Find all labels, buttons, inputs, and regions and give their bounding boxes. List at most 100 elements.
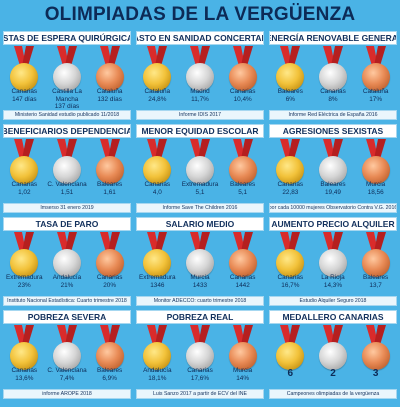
medal-label: Baleares 1,61 [85,181,135,196]
ribbon-icon [147,232,168,252]
ribbon-icon [14,325,35,345]
ribbon-icon [99,232,120,252]
bronze-medal: Cataluña 17% [357,45,395,107]
gold-medal: Baleares 6% [271,45,309,107]
ribbon-icon [14,232,35,252]
ribbon-icon [189,325,210,345]
gold-medal: 6 [271,324,309,386]
medal-value: 4,0 [152,188,162,196]
ribbon-icon [280,325,301,345]
silver-medal: C. Valenciana 1,51 [47,138,87,200]
medal-region: Canarias [229,274,256,281]
medal-row: Canarias 147 días Castilla La Mancha 137 dí… [3,45,131,110]
bronze-medal: 3 [357,324,395,386]
medal-label: Castilla La Mancha 137 días [42,88,92,111]
medal-label: Murcia 18,56 [351,181,400,196]
silver-medal-icon [185,63,214,91]
gold-medal: Canarias 1,02 [5,138,43,200]
medal-label: Cataluña 17% [351,88,400,103]
bronze-medal-icon [361,249,390,277]
medal-value: 24,8% [148,95,167,103]
ribbon-icon [280,46,301,66]
gold-medal-icon [276,156,305,184]
panel-title: TASA DE PARO [3,217,131,231]
ranking-panel: SALARIO MEDIO Extremadura 1346 Murcia 1433 Ca… [136,217,264,310]
silver-medal-icon [185,249,214,277]
ribbon-icon [56,139,77,159]
panel-title: POBREZA REAL [136,310,264,324]
medal-region: Cataluña [96,88,123,95]
medal-region: Canarias [277,181,304,188]
bronze-medal: Canarias 1442 [224,231,262,293]
silver-medal-icon [185,342,214,370]
silver-medal-icon [185,156,214,184]
ribbon-icon [322,46,343,66]
silver-medal: Baleares 19,49 [314,138,352,200]
gold-medal: Canarias 147 días [5,45,43,107]
gold-medal-icon [143,342,172,370]
silver-medal: Extremadura 5,1 [181,138,219,200]
bronze-medal: Murcia 14% [224,324,262,386]
ranking-panel: BENEFICIARIOS DEPENDENCIA Canarias 1,02 C. … [3,124,131,217]
silver-medal: Canarias 17,6% [181,324,219,386]
medal-region: Castilla La Mancha [52,88,82,103]
medal-region: Baleares [230,181,256,188]
medal-region: Cataluña [362,88,389,95]
silver-medal-icon [318,342,347,370]
medal-value: 22,83 [282,188,299,196]
bronze-medal-icon [95,249,124,277]
ribbon-icon [189,46,210,66]
silver-medal-icon [52,342,81,370]
ribbon-icon [280,139,301,159]
medal-value: 1346 [150,281,165,289]
gold-medal: Canarias 22,83 [271,138,309,200]
medal-row: Cataluña 24,8% Madrid 11,7% Canarias 10,4% [136,45,264,107]
medal-row: Canarias 1,02 C. Valenciana 1,51 Baleares 1,6… [3,138,131,200]
medal-value: 137 días [54,103,80,110]
medal-value: 14% [236,374,250,382]
ribbon-icon [14,46,35,66]
silver-medal: Canarias 8% [314,45,352,107]
ranking-panel: POBREZA REAL Andalucía 18,1% Canarias 17,6% M… [136,310,264,403]
medal-label: Canarias 16,7% [265,274,315,289]
bronze-medal: Cataluña 132 días [91,45,129,107]
medal-value: 13,7 [369,281,382,289]
medal-region: Cataluña [144,88,171,95]
ribbon-icon [232,232,253,252]
medal-label: Murcia 14% [218,367,268,382]
medal-value: 5,1 [195,188,205,196]
ribbon-icon [56,325,77,345]
medal-label: 6 [265,368,315,379]
bronze-medal-icon [95,156,124,184]
medal-value: 8% [328,95,338,103]
gold-medal-icon [276,63,305,91]
ribbon-icon [189,232,210,252]
gold-medal-icon [10,63,39,91]
ribbon-icon [99,325,120,345]
ribbon-icon [365,46,386,66]
source-note: Luis Sanzo 2017 a partir de ECV del INE [136,389,264,399]
medal-region: Murcia [366,181,386,188]
panel-title: MENOR EQUIDAD ESCOLAR [136,124,264,138]
panel-grid: LISTAS DE ESPERA QUIRÚRGICASCanarias147 … [3,31,397,403]
medal-row: Extremadura 23% Andalucía 21% Canarias 20% [3,231,131,293]
medal-label: Canarias 147 días [0,88,49,103]
silver-medal: La Rioja 14,3% [314,231,352,293]
medal-region: Canarias [11,181,38,188]
medal-region: Baleares [97,181,123,188]
silver-medal: Andalucía 21% [48,231,86,293]
medal-label: Canarias 13,6% [0,367,49,382]
gold-medal: Cataluña 24,8% [138,45,176,107]
ranking-panel: MENOR EQUIDAD ESCOLAR Canarias 4,0 Extremad… [136,124,264,217]
medal-region: 6 [287,368,294,379]
source-note: Monitor ADECCO: cuarto trimestre 2018 [136,296,264,306]
medal-region: Baleares [363,274,389,281]
medal-region: Canarias [277,274,304,281]
medal-label: Extremadura 5,1 [175,181,225,196]
medal-row: Andalucía 18,1% Canarias 17,6% Murcia 14% [136,324,264,386]
silver-medal-icon [52,63,81,91]
gold-medal-icon [10,156,39,184]
ribbon-icon [147,139,168,159]
medal-region: Canarias [229,88,256,95]
ribbon-icon [365,325,386,345]
